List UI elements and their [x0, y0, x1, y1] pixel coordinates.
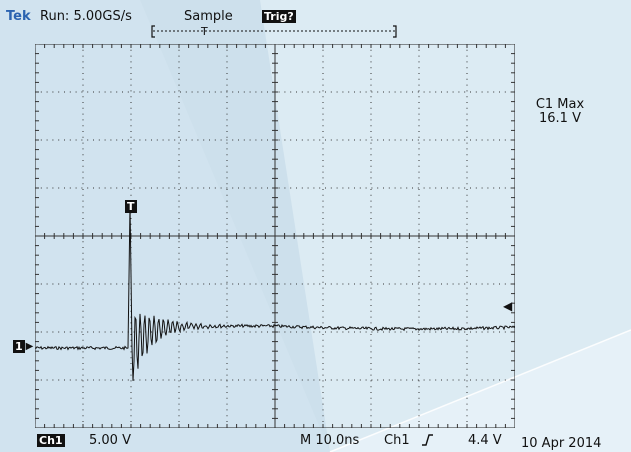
- arrow-left-icon: ◀: [503, 299, 513, 313]
- timebase-setting: M 10.0ns: [300, 433, 360, 448]
- run-status: Run: 5.00GS/s: [40, 9, 132, 24]
- measurement-title: C1 Max: [535, 97, 585, 112]
- trigger-level-marker[interactable]: ◀: [503, 295, 512, 314]
- brand-logo: Tek: [6, 9, 31, 24]
- arrow-right-icon: ▶: [25, 341, 34, 352]
- rising-edge-icon: [422, 434, 433, 446]
- channel-1-ground-marker[interactable]: 1 ▶: [13, 340, 33, 353]
- channel-1-trace: [35, 203, 515, 381]
- graticule-grid: [35, 44, 515, 428]
- trigger-status-badge: Trig?: [262, 10, 296, 23]
- acquisition-mode: Sample: [184, 9, 233, 24]
- measurement-value: 16.1 V: [539, 111, 581, 126]
- record-position-bracket: T: [151, 25, 397, 38]
- date-stamp: 10 Apr 2014: [521, 436, 602, 451]
- waveform-display: [35, 44, 515, 428]
- trigger-source: Ch1: [384, 433, 410, 448]
- vertical-scale: 5.00 V: [89, 433, 131, 448]
- trigger-level: 4.4 V: [468, 433, 502, 448]
- channel-1-marker-label: 1: [13, 340, 25, 353]
- record-trigger-marker: T: [200, 25, 208, 38]
- measurement-readout: C1 Max 16.1 V: [530, 98, 590, 126]
- footer-channel-badge: Ch1: [37, 434, 65, 447]
- trigger-position-marker: T: [125, 200, 137, 213]
